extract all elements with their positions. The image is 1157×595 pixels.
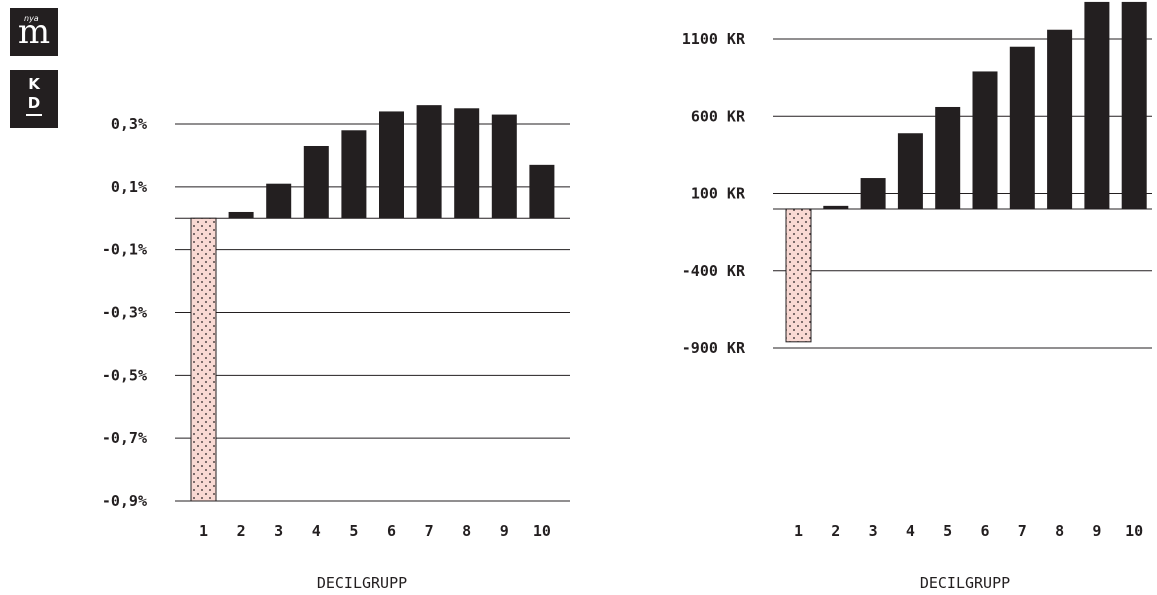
bar — [1121, 1, 1147, 209]
y-tick-label: 0,3% — [111, 115, 147, 133]
x-category-label: 10 — [1125, 522, 1143, 540]
y-tick-label: 100 KR — [691, 185, 746, 203]
bar — [454, 108, 480, 219]
y-tick-label: -0,5% — [102, 366, 147, 384]
y-tick-label: -0,3% — [102, 304, 147, 322]
bar — [266, 183, 292, 219]
y-tick-label: -0,1% — [102, 241, 147, 259]
bar — [228, 211, 254, 219]
y-tick-label: -0,7% — [102, 429, 147, 447]
bar — [1047, 29, 1073, 209]
x-category-label: 6 — [980, 522, 989, 540]
percent-change-chart: 0,3% 0,1% -0,1% -0,3% -0,5% -0,7% -0,9% 1 2 3 4 5 6 7… — [102, 105, 570, 592]
logo-m: nya m — [10, 8, 58, 56]
logo-m-small-text: nya — [24, 14, 39, 23]
bar — [897, 133, 923, 209]
x-category-label: 8 — [462, 522, 471, 540]
bar — [860, 178, 886, 209]
bar — [529, 164, 555, 219]
bar — [972, 71, 998, 209]
logo-m-letter: m — [17, 12, 51, 52]
x-category-label: 10 — [533, 522, 551, 540]
x-category-label: 6 — [387, 522, 396, 540]
kronor-change-chart: 1100 KR 600 KR 100 KR -400 KR -900 KR 1 2 3 4 5 6 7… — [682, 1, 1152, 592]
x-category-label: 2 — [831, 522, 840, 540]
bar — [379, 111, 404, 219]
y-tick-label: 600 KR — [691, 107, 746, 125]
x-category-label: 3 — [869, 522, 878, 540]
logo-kd-underline — [26, 114, 42, 116]
x-axis-label: DECILGRUPP — [920, 574, 1010, 592]
x-category-label: 4 — [312, 522, 321, 540]
bar — [935, 106, 961, 209]
bar — [823, 205, 849, 209]
x-category-label: 2 — [237, 522, 246, 540]
x-axis-label: DECILGRUPP — [317, 574, 407, 592]
y-tick-label: -900 KR — [682, 339, 746, 357]
logo-kd-bottom-letter: D — [27, 94, 41, 112]
x-category-label: 5 — [943, 522, 952, 540]
x-category-label: 7 — [1018, 522, 1027, 540]
bar — [303, 145, 329, 219]
bar — [491, 114, 517, 219]
x-category-label: 5 — [349, 522, 358, 540]
bar — [341, 130, 367, 219]
y-tick-label: 0,1% — [111, 178, 147, 196]
y-tick-label: -400 KR — [682, 262, 746, 280]
bar — [416, 105, 442, 219]
logo-kd-top-letter: K — [28, 75, 40, 93]
x-category-label: 9 — [500, 522, 509, 540]
y-tick-label: 1100 KR — [682, 30, 746, 48]
y-tick-label: -0,9% — [102, 492, 147, 510]
x-category-label: 8 — [1055, 522, 1064, 540]
x-category-label: 9 — [1092, 522, 1101, 540]
x-category-label: 3 — [274, 522, 283, 540]
logo-kd: K D — [10, 70, 58, 128]
x-category-label: 4 — [906, 522, 915, 540]
bar-negative — [190, 217, 217, 502]
x-category-label: 1 — [794, 522, 803, 540]
bar-negative — [785, 208, 812, 343]
bar — [1084, 1, 1110, 209]
x-category-label: 1 — [199, 522, 208, 540]
bar — [1009, 46, 1035, 209]
x-category-label: 7 — [425, 522, 434, 540]
